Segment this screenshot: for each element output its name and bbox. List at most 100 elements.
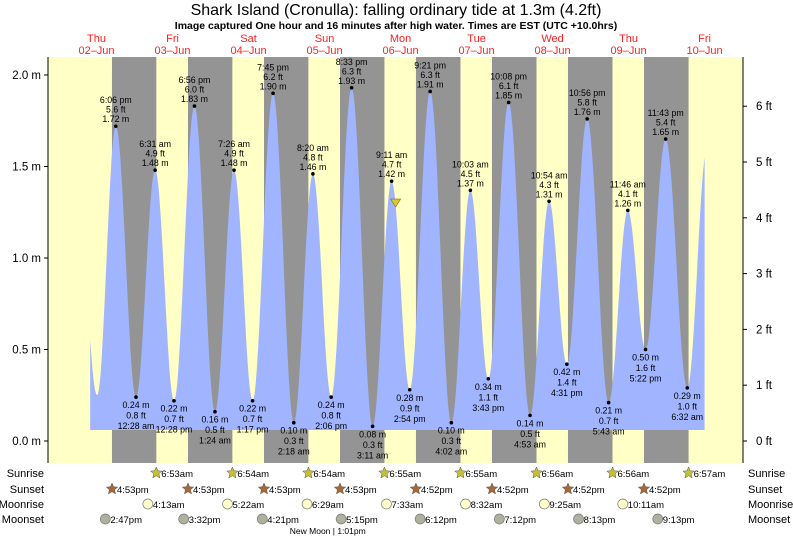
sunset-time: 4:53pm — [269, 485, 301, 496]
sunset-row-label: Sunset — [10, 484, 44, 496]
sunrise-icon — [226, 466, 239, 479]
sunrise-row-label: Sunrise — [7, 468, 44, 480]
right-tick-label: 2 ft — [756, 324, 773, 336]
low-tide-label: 0.10 m — [438, 426, 465, 436]
high-tide-label: 8:20 am — [297, 143, 329, 153]
low-tide-label: 4:02 am — [435, 447, 467, 457]
high-tide-point — [232, 168, 236, 172]
date-label: 02–Jun — [78, 45, 114, 57]
astro-rows: Sunrise Sunrise 6:53am 6:54am 6:54am 6:55am 6:… — [0, 466, 793, 526]
high-tide-label: 7:26 am — [218, 139, 250, 149]
low-tide-point — [329, 395, 333, 399]
high-tide-label: 11:43 pm — [648, 108, 684, 118]
axes: 0.0 m 0.5 m 1.0 m 1.5 m 2.0 m 0 ft 1 ft 2 ft 3 f… — [12, 57, 773, 463]
current-tide-marker — [390, 198, 402, 208]
sunrise-icon — [149, 466, 163, 479]
moonset-time: 4:21pm — [267, 515, 299, 526]
low-tide-point — [172, 398, 176, 403]
high-tide-label: 4.3 ft — [539, 180, 559, 190]
left-tick-label: 0.5 m — [12, 345, 41, 357]
sunrise-icon — [378, 466, 391, 479]
high-tide-label: 7:45 pm — [257, 62, 289, 72]
low-tide-label: 3:43 pm — [472, 403, 504, 413]
low-tide-point — [292, 420, 296, 425]
high-tide-point — [311, 172, 315, 176]
right-tick-label: 3 ft — [756, 269, 773, 281]
low-tide-label: 4:53 am — [514, 439, 546, 449]
date-label: 03–Jun — [154, 45, 190, 57]
high-tide-label: 5.6 ft — [106, 105, 126, 115]
chart-subtitle: Image captured One hour and 16 minutes a… — [175, 20, 617, 32]
day-of-week-label: Sat — [240, 33, 257, 45]
moonrise-time: 6:29am — [312, 500, 344, 511]
sunrise-time: 6:53am — [161, 469, 193, 480]
high-tide-point — [349, 86, 354, 90]
sunset-icon — [637, 482, 651, 495]
date-label: 06–Jun — [382, 45, 418, 57]
moonrise-icon — [617, 498, 629, 510]
high-tide-label: 6.1 ft — [499, 81, 519, 91]
high-tide-label: 1.65 m — [652, 127, 679, 137]
moonset-time: 2:47pm — [110, 515, 142, 526]
low-tide-label: 12:28 am — [118, 421, 155, 431]
low-tide-point — [565, 362, 569, 366]
low-tide-label: 0.24 m — [123, 400, 150, 410]
right-tick-label: 6 ft — [756, 101, 773, 113]
sunset-time: 4:52pm — [649, 485, 681, 496]
high-tide-label: 1.72 m — [102, 114, 129, 124]
high-tide-label: 1.46 m — [299, 162, 326, 172]
sunrise-row-label-right: Sunrise — [748, 468, 785, 480]
sunset-icon — [105, 482, 119, 495]
moonset-icon — [99, 513, 111, 525]
high-tide-label: 1.90 m — [260, 81, 287, 91]
moonset-icon — [414, 513, 426, 525]
high-tide-point — [626, 208, 630, 213]
low-tide-point — [250, 398, 255, 403]
moonrise-time: 10:11am — [628, 500, 664, 511]
sunrise-time: 6:57am — [694, 469, 726, 480]
moonrise-icon — [381, 498, 392, 510]
low-tide-label: 5:22 pm — [630, 374, 662, 384]
high-tide-label: 10:54 am — [531, 170, 568, 180]
date-label: 09–Jun — [611, 45, 647, 57]
sunset-icon — [485, 482, 499, 495]
low-tide-label: 5:43 am — [593, 427, 625, 437]
low-tide-label: 1.4 ft — [557, 378, 577, 388]
moonset-time: 7:12pm — [504, 515, 536, 526]
low-tide-label: 0.10 m — [280, 426, 307, 436]
low-tide-label: 1:17 pm — [237, 425, 269, 435]
high-tide-label: 6:56 pm — [179, 75, 211, 85]
sunrise-icon — [682, 466, 695, 479]
sunrise-time: 6:56am — [542, 469, 574, 480]
day-of-week-label: Thu — [619, 33, 638, 45]
date-label: 10–Jun — [687, 45, 723, 57]
sunset-row-label-right: Sunset — [748, 484, 782, 496]
high-tide-label: 6:31 am — [139, 139, 171, 149]
high-tide-label: 4.5 ft — [461, 169, 481, 179]
low-tide-label: 1.6 ft — [636, 363, 656, 373]
date-label: 07–Jun — [458, 45, 494, 57]
low-tide-point — [370, 424, 375, 429]
moonset-row-label: Moonset — [2, 514, 44, 526]
sunrise-time: 6:54am — [313, 469, 345, 480]
low-tide-label: 4:31 pm — [551, 388, 583, 398]
left-tick-label: 0.0 m — [12, 436, 41, 448]
high-tide-label: 6.0 ft — [185, 85, 205, 95]
moon-phase-label: New Moon | 1:01pm — [290, 526, 366, 536]
low-tide-point — [213, 409, 217, 414]
high-tide-point — [428, 89, 432, 94]
high-tide-point — [114, 124, 118, 129]
date-label: 05–Jun — [306, 45, 342, 57]
high-tide-label: 4.7 ft — [382, 160, 402, 170]
sunrise-time: 6:54am — [237, 469, 269, 480]
moonrise-icon — [301, 498, 313, 510]
high-tide-label: 6.3 ft — [420, 70, 440, 80]
low-tide-label: 3:11 am — [357, 450, 388, 460]
sunrise-icon — [606, 466, 619, 479]
sunrise-time: 6:55am — [465, 469, 497, 480]
moonset-icon — [256, 513, 268, 525]
sunset-icon — [257, 482, 271, 495]
sunset-icon — [181, 482, 195, 495]
